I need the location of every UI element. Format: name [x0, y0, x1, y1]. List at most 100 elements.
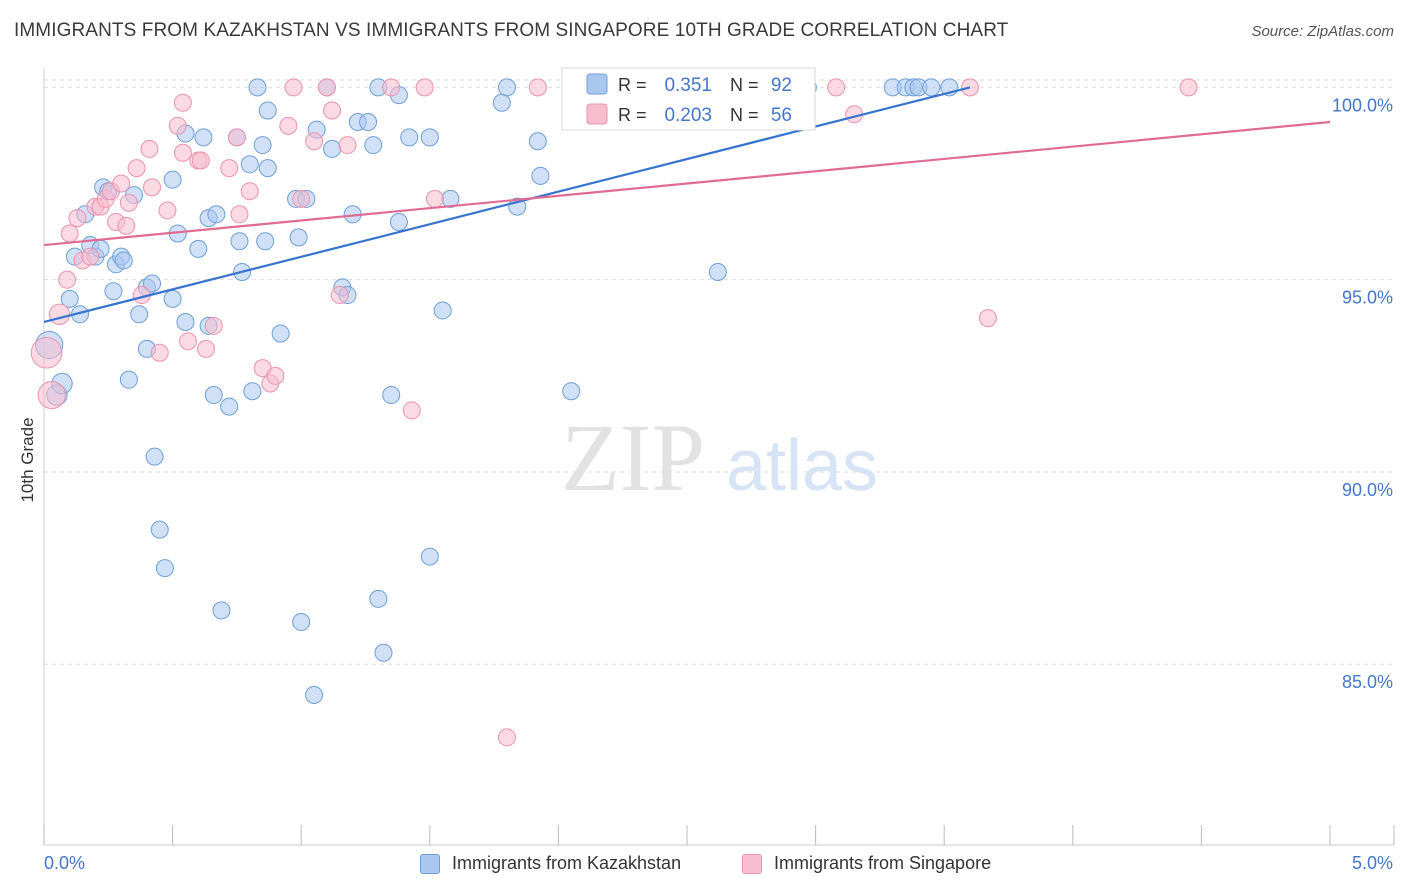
singapore-point	[127, 159, 146, 178]
singapore-point	[68, 209, 87, 228]
singapore-point	[415, 78, 434, 97]
kazakhstan-point	[433, 301, 452, 320]
kazakhstan-point	[220, 397, 239, 416]
n-label: N =	[730, 75, 759, 95]
singapore-point	[227, 128, 246, 147]
singapore-point	[978, 309, 997, 328]
legend-swatch-pink	[742, 853, 762, 874]
n-value: 56	[771, 105, 792, 126]
kazakhstan-point	[382, 386, 401, 405]
kazakhstan-point	[258, 101, 277, 120]
r-value: 0.351	[664, 75, 712, 96]
kazakhstan-point	[248, 78, 267, 97]
kazakhstan-point	[305, 686, 324, 705]
singapore-point	[158, 201, 177, 220]
singapore-point	[143, 178, 162, 197]
tick-labels: 85.0% 90.0% 95.0% 100.0% 0.0% 5.0%	[44, 95, 1393, 873]
legend-item-kazakhstan[interactable]: Immigrants from Kazakhstan	[420, 853, 681, 874]
kazakhstan-point	[531, 166, 550, 185]
singapore-point	[197, 339, 216, 358]
kazakhstan-point	[922, 78, 941, 97]
kazakhstan-point	[364, 136, 383, 155]
data-points	[30, 78, 1198, 747]
kazakhstan-point	[194, 128, 213, 147]
singapore-point	[279, 116, 298, 135]
kazakhstan-point	[497, 78, 516, 97]
kazakhstan-point	[204, 386, 223, 405]
legend-label-kazakhstan: Immigrants from Kazakhstan	[452, 853, 682, 873]
legend-item-singapore[interactable]: Immigrants from Singapore	[742, 853, 991, 874]
singapore-point	[330, 286, 349, 305]
singapore-point	[425, 189, 444, 208]
singapore-point	[266, 366, 285, 385]
kazakhstan-point	[323, 139, 342, 158]
singapore-point	[173, 143, 192, 162]
kazakhstan-point	[374, 643, 393, 662]
singapore-point	[60, 224, 79, 243]
kazakhstan-point	[389, 212, 408, 231]
kazakhstan-point	[420, 547, 439, 566]
stats-box: R = 0.351 N = 92 R = 0.203 N = 56	[561, 67, 816, 131]
singapore-point	[1179, 78, 1198, 97]
kazakhstan-trend-line	[43, 86, 971, 324]
singapore-point	[220, 159, 239, 178]
kazakhstan-point	[271, 324, 290, 343]
singapore-point	[292, 189, 311, 208]
singapore-point	[48, 303, 71, 325]
kazakhstan-point	[258, 159, 277, 178]
kazakhstan-point	[292, 612, 311, 631]
singapore-point	[173, 93, 192, 112]
kazakhstan-point	[189, 239, 208, 258]
stats-swatch	[586, 73, 608, 95]
y-tick-label: 85.0%	[1342, 672, 1393, 692]
legend: Immigrants from Kazakhstan Immigrants fr…	[0, 850, 1406, 880]
kazakhstan-point	[60, 289, 79, 308]
singapore-point	[150, 343, 169, 362]
singapore-point	[402, 401, 421, 420]
kazakhstan-point	[243, 382, 262, 401]
y-tick-label: 95.0%	[1342, 288, 1393, 308]
x-tick-label: 5.0%	[1352, 853, 1393, 873]
singapore-point	[117, 216, 136, 235]
singapore-point	[81, 247, 100, 266]
singapore-point	[191, 151, 210, 170]
kazakhstan-point	[119, 370, 138, 389]
singapore-point	[497, 728, 516, 747]
r-label: R =	[618, 75, 647, 95]
watermark: ZIP atlas	[561, 404, 878, 511]
singapore-point	[323, 101, 342, 120]
chart-title: IMMIGRANTS FROM KAZAKHSTAN VS IMMIGRANTS…	[14, 20, 1009, 41]
x-tick-label: 0.0%	[44, 853, 85, 873]
kazakhstan-point	[176, 312, 195, 331]
stats-swatch	[586, 103, 608, 125]
singapore-point	[338, 136, 357, 155]
singapore-point	[382, 78, 401, 97]
singapore-point	[317, 78, 336, 97]
trend-lines	[43, 86, 1331, 324]
kazakhstan-point	[207, 205, 226, 224]
kazakhstan-point	[256, 232, 275, 251]
kazakhstan-point	[492, 93, 511, 112]
n-value: 92	[771, 75, 792, 96]
kazakhstan-point	[155, 559, 174, 578]
kazakhstan-point	[145, 447, 164, 466]
axes	[43, 68, 1395, 846]
y-tick-label: 100.0%	[1332, 95, 1393, 115]
singapore-point	[528, 78, 547, 97]
singapore-point	[284, 78, 303, 97]
n-label: N =	[730, 105, 759, 125]
kazakhstan-point	[163, 170, 182, 189]
watermark-atlas: atlas	[726, 426, 878, 506]
singapore-point	[168, 116, 187, 135]
y-tick-label: 90.0%	[1342, 480, 1393, 500]
singapore-point	[827, 78, 846, 97]
legend-swatch-blue	[420, 853, 440, 874]
singapore-point	[58, 270, 77, 289]
kazakhstan-point	[289, 228, 308, 247]
singapore-point	[230, 205, 249, 224]
kazakhstan-point	[708, 262, 727, 281]
singapore-point	[140, 139, 159, 158]
kazakhstan-point	[253, 136, 272, 155]
kazakhstan-point	[240, 155, 259, 174]
